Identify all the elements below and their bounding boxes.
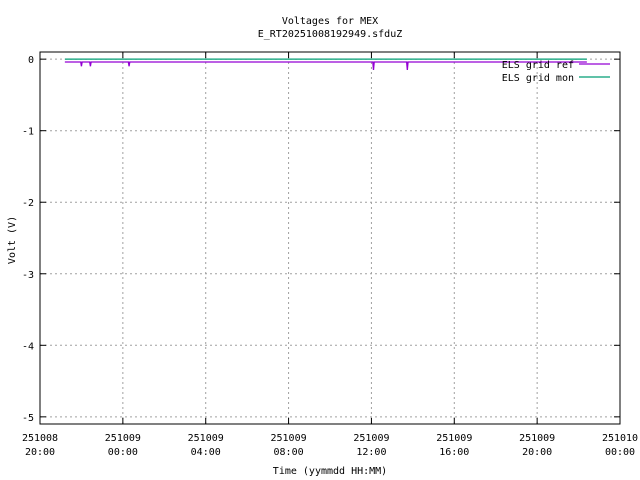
y-tick-label: -4 — [22, 341, 34, 352]
x-tick-label-time: 08:00 — [274, 447, 304, 458]
y-axis-label: Volt (V) — [7, 216, 18, 264]
plot-border — [39, 51, 621, 425]
x-tick-label-date: 251009 — [271, 433, 307, 444]
x-tick-label-date: 251009 — [519, 433, 555, 444]
y-tick-label: -1 — [22, 127, 34, 138]
y-tick-label: -5 — [22, 413, 34, 424]
y-tick-label: -2 — [22, 198, 34, 209]
x-tick-label-date: 251009 — [188, 433, 224, 444]
x-tick-label-time: 04:00 — [191, 447, 221, 458]
legend-label: ELS grid mon — [502, 73, 574, 84]
x-tick-label-date: 251009 — [436, 433, 472, 444]
x-axis-label: Time (yymmdd HH:MM) — [273, 466, 387, 477]
x-tick-label-time: 20:00 — [25, 447, 55, 458]
x-tick-label-date: 251010 — [602, 433, 638, 444]
chart-subtitle: E_RT20251008192949.sfduZ — [258, 29, 403, 40]
chart-title: Voltages for MEX — [282, 16, 378, 27]
series-line-0 — [64, 61, 587, 70]
y-tick-label: -3 — [22, 270, 34, 281]
x-tick-label-time: 00:00 — [108, 447, 138, 458]
x-tick-label-time: 00:00 — [605, 447, 635, 458]
x-tick-label-date: 251009 — [105, 433, 141, 444]
x-tick-label-time: 12:00 — [356, 447, 386, 458]
x-tick-label-time: 20:00 — [522, 447, 552, 458]
x-tick-label-date: 251008 — [22, 433, 58, 444]
legend-label: ELS grid ref — [502, 60, 574, 71]
y-tick-label: 0 — [28, 55, 34, 66]
x-tick-label-date: 251009 — [353, 433, 389, 444]
x-tick-label-time: 16:00 — [439, 447, 469, 458]
